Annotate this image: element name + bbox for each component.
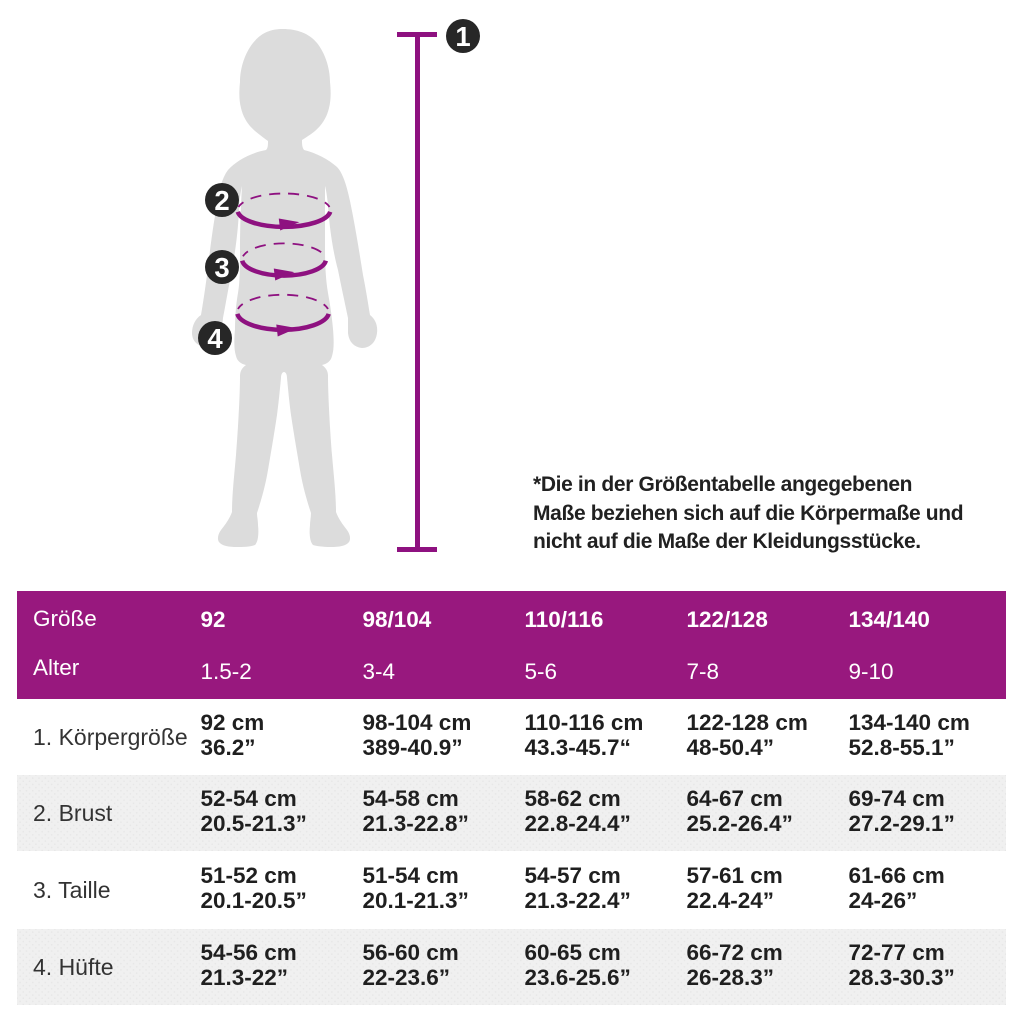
svg-text:4: 4 (207, 323, 223, 354)
svg-text:1: 1 (455, 21, 470, 52)
svg-text:3: 3 (214, 252, 229, 283)
svg-text:2: 2 (214, 185, 229, 216)
